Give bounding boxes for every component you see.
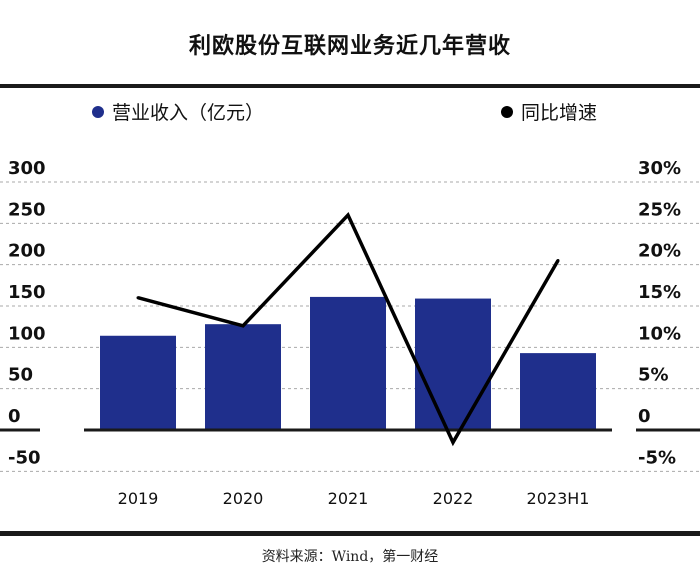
legend-line-label: 同比增速 — [521, 102, 597, 124]
x-tick-label: 2021 — [328, 489, 369, 508]
x-tick-label: 2019 — [118, 489, 159, 508]
right-tick-label: 20% — [638, 241, 681, 262]
bar — [520, 353, 596, 430]
chart-title: 利欧股份互联网业务近几年营收 — [188, 34, 511, 59]
growth-point — [346, 213, 350, 217]
left-tick-label: -50 — [8, 447, 41, 468]
left-tick-label: 150 — [8, 282, 46, 303]
growth-point — [556, 259, 560, 263]
right-tick-label: 5% — [638, 365, 669, 386]
left-tick-label: 200 — [8, 241, 46, 262]
top-rule — [0, 84, 700, 88]
legend-bar-label: 营业收入（亿元） — [112, 102, 264, 124]
growth-point — [241, 324, 245, 328]
left-tick-label: 250 — [8, 199, 46, 220]
left-tick-label: 300 — [8, 158, 46, 179]
growth-point — [451, 440, 455, 444]
right-tick-label: 25% — [638, 199, 681, 220]
growth-point — [136, 296, 140, 300]
source-note: 资料来源：Wind，第一财经 — [261, 549, 439, 565]
left-tick-label: 50 — [8, 365, 33, 386]
legend-bar-marker — [92, 106, 104, 118]
right-tick-label: 15% — [638, 282, 681, 303]
right-tick-label: 10% — [638, 323, 681, 344]
x-tick-label: 2020 — [223, 489, 264, 508]
right-tick-label: -5% — [638, 447, 676, 468]
right-tick-label: 0 — [638, 406, 651, 427]
bar — [310, 296, 386, 430]
bar — [415, 298, 491, 430]
bottom-rule — [0, 531, 700, 536]
bar — [100, 335, 176, 430]
left-tick-label: 0 — [8, 406, 21, 427]
x-tick-label: 2023H1 — [527, 489, 590, 508]
legend-line-marker — [501, 106, 513, 118]
bar — [205, 324, 281, 430]
x-tick-label: 2022 — [433, 489, 474, 508]
left-tick-label: 100 — [8, 323, 46, 344]
right-tick-label: 30% — [638, 158, 681, 179]
